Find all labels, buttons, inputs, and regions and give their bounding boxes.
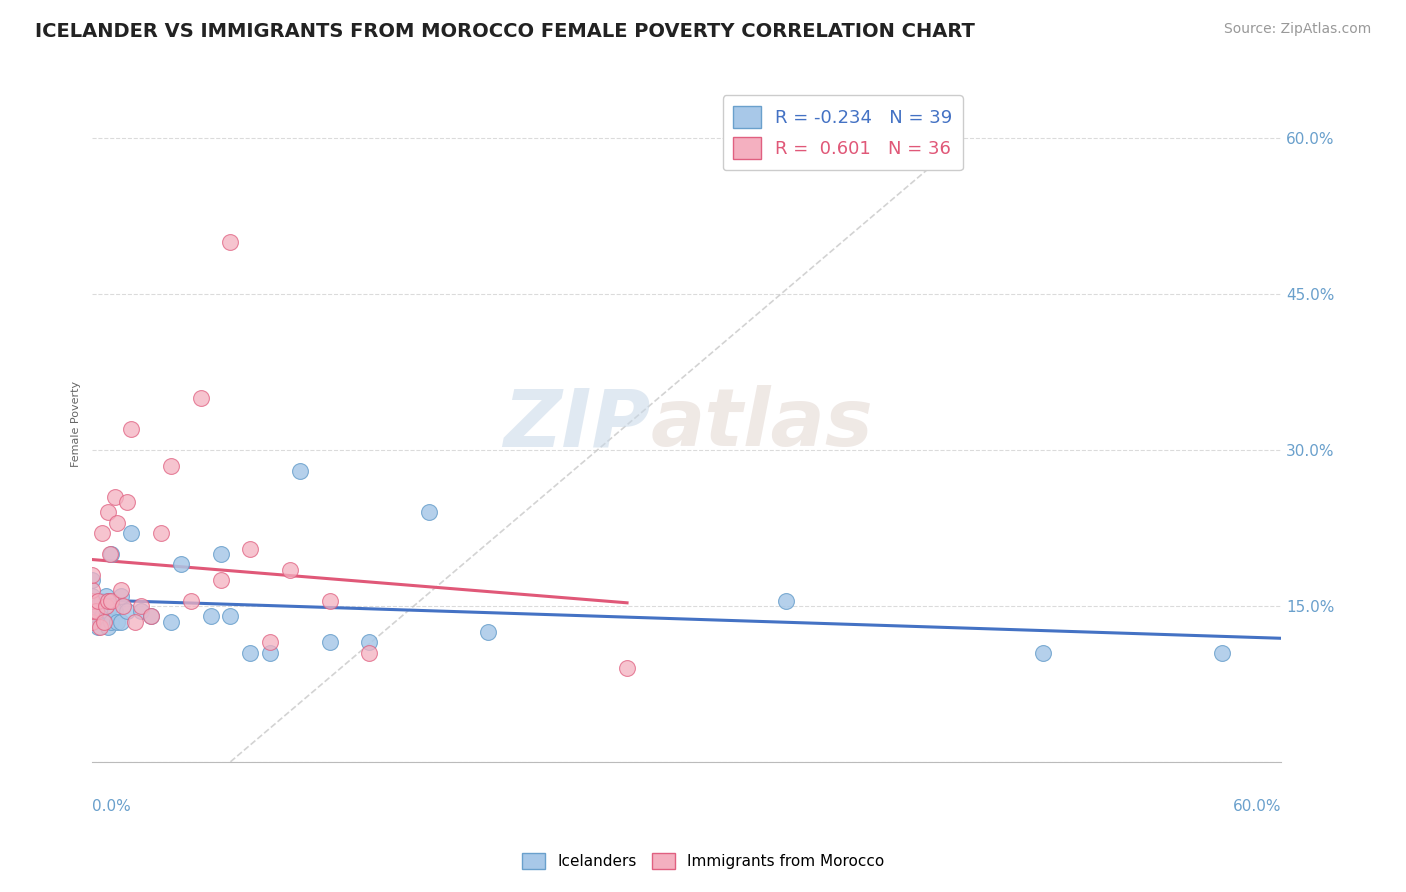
Point: [98, 547, 121, 561]
Point: [80, 609, 103, 624]
Point: [107, 516, 129, 530]
Point: [209, 547, 232, 561]
Point: [80, 604, 103, 618]
Point: [107, 615, 129, 629]
Text: 0.0%: 0.0%: [91, 799, 131, 814]
Point: [94, 604, 117, 618]
Point: [318, 593, 340, 607]
Point: [139, 609, 162, 624]
Point: [96, 620, 118, 634]
Point: [180, 593, 202, 607]
Point: [80, 567, 103, 582]
Point: [96, 593, 118, 607]
Point: [259, 635, 281, 649]
Point: [100, 599, 122, 613]
Point: [86, 593, 108, 607]
Point: [90, 526, 112, 541]
Point: [86, 599, 108, 613]
Point: [239, 646, 262, 660]
Point: [219, 609, 242, 624]
Point: [1032, 646, 1054, 660]
Point: [104, 490, 127, 504]
Y-axis label: Female Poverty: Female Poverty: [72, 381, 82, 467]
Point: [89, 620, 111, 634]
Point: [80, 593, 103, 607]
Point: [110, 589, 132, 603]
Point: [219, 235, 242, 250]
Point: [129, 604, 152, 618]
Point: [86, 620, 108, 634]
Point: [160, 615, 183, 629]
Point: [80, 573, 103, 587]
Point: [200, 609, 222, 624]
Point: [94, 589, 117, 603]
Point: [150, 526, 173, 541]
Point: [84, 604, 107, 618]
Point: [100, 593, 122, 607]
Point: [120, 526, 142, 541]
Point: [190, 391, 212, 405]
Point: [110, 615, 132, 629]
Point: [80, 589, 103, 603]
Point: [129, 599, 152, 613]
Point: [96, 604, 118, 618]
Point: [318, 635, 340, 649]
Point: [90, 593, 112, 607]
Legend: Icelanders, Immigrants from Morocco: Icelanders, Immigrants from Morocco: [516, 847, 890, 875]
Point: [93, 615, 115, 629]
Text: 60.0%: 60.0%: [1233, 799, 1281, 814]
Point: [278, 563, 301, 577]
Point: [239, 541, 262, 556]
Point: [616, 661, 638, 675]
Point: [90, 609, 112, 624]
Text: ICELANDER VS IMMIGRANTS FROM MOROCCO FEMALE POVERTY CORRELATION CHART: ICELANDER VS IMMIGRANTS FROM MOROCCO FEM…: [35, 22, 974, 41]
Point: [112, 599, 135, 613]
Point: [104, 604, 127, 618]
Point: [117, 604, 139, 618]
Point: [120, 422, 142, 436]
Text: atlas: atlas: [651, 385, 873, 463]
Point: [110, 583, 132, 598]
Text: ZIP: ZIP: [503, 385, 651, 463]
Point: [160, 458, 183, 473]
Point: [80, 583, 103, 598]
Point: [100, 615, 122, 629]
Point: [100, 547, 122, 561]
Point: [80, 615, 103, 629]
Point: [96, 505, 118, 519]
Point: [139, 609, 162, 624]
Text: Source: ZipAtlas.com: Source: ZipAtlas.com: [1223, 22, 1371, 37]
Point: [418, 505, 440, 519]
Point: [477, 624, 499, 639]
Point: [288, 464, 311, 478]
Point: [80, 593, 103, 607]
Point: [209, 573, 232, 587]
Point: [124, 615, 146, 629]
Point: [359, 635, 381, 649]
Point: [170, 558, 193, 572]
Legend: R = -0.234   N = 39, R =  0.601   N = 36: R = -0.234 N = 39, R = 0.601 N = 36: [723, 95, 963, 170]
Point: [96, 593, 118, 607]
Point: [775, 593, 797, 607]
Point: [359, 646, 381, 660]
Point: [117, 495, 139, 509]
Point: [259, 646, 281, 660]
Point: [1211, 646, 1233, 660]
Point: [94, 599, 117, 613]
